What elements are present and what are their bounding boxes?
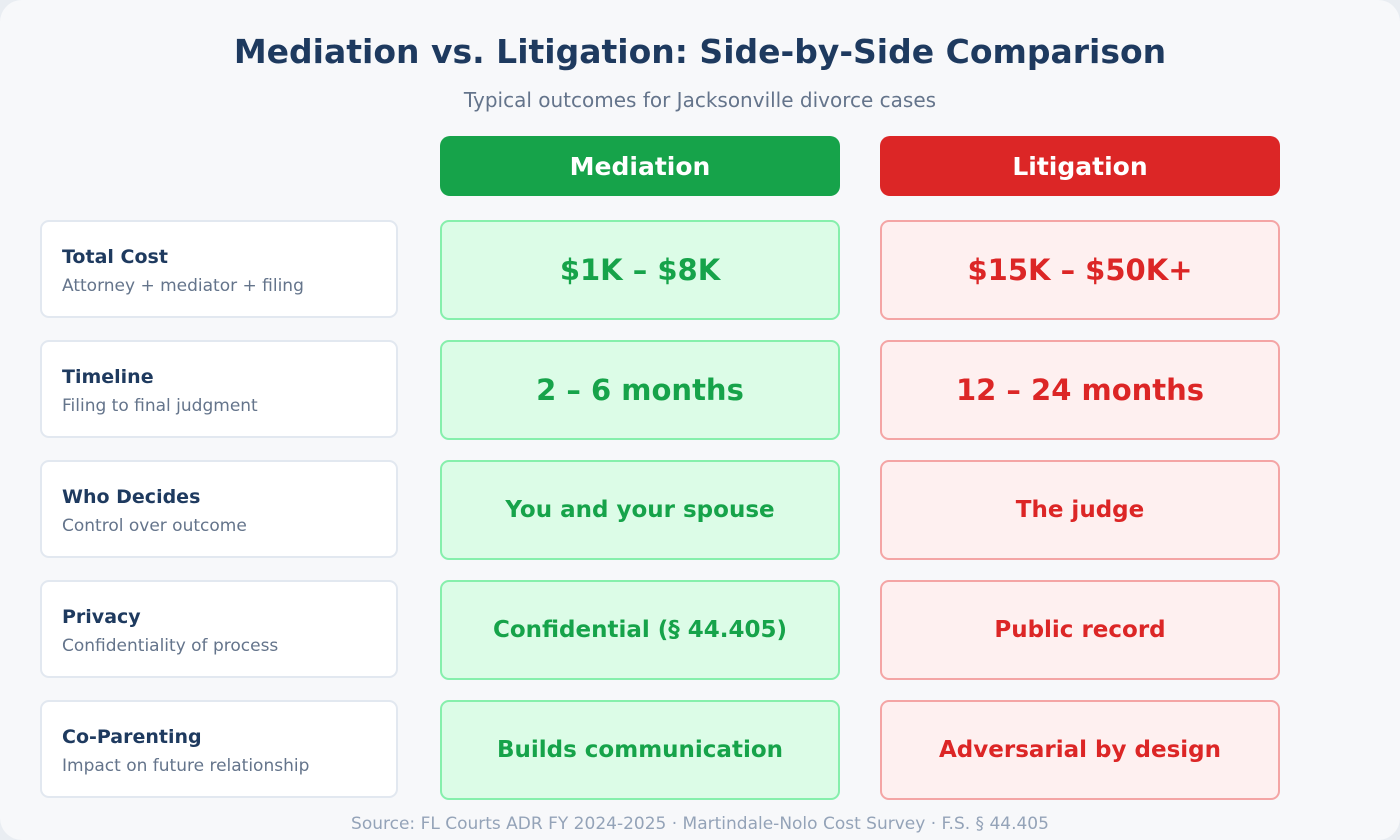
row-description: Control over outcome	[62, 516, 247, 536]
row-description: Filing to final judgment	[62, 396, 258, 416]
row-description: Attorney + mediator + filing	[62, 276, 304, 296]
row-label-card: Co-Parenting Impact on future relationshi…	[40, 700, 398, 798]
mediation-cell: Builds communication	[440, 700, 840, 800]
row-label: Privacy	[62, 606, 141, 628]
row-label-card: Timeline Filing to final judgment	[40, 340, 398, 438]
row-description: Confidentiality of process	[62, 636, 279, 656]
row-label: Total Cost	[62, 246, 168, 268]
row-label-card: Privacy Confidentiality of process	[40, 580, 398, 678]
litigation-cell: Adversarial by design	[880, 700, 1280, 800]
row-label-card: Total Cost Attorney + mediator + filing	[40, 220, 398, 318]
subtitle: Typical outcomes for Jacksonville divorc…	[463, 88, 937, 112]
litigation-cell: The judge	[880, 460, 1280, 560]
column-header: Litigation	[880, 136, 1280, 196]
mediation-cell: You and your spouse	[440, 460, 840, 560]
mediation-cell: Confidential (§ 44.405)	[440, 580, 840, 680]
row-description: Impact on future relationship	[62, 756, 310, 776]
mediation-cell: $1K – $8K	[440, 220, 840, 320]
source: Source: FL Courts ADR FY 2024-2025 · Mar…	[351, 814, 1049, 834]
title: Mediation vs. Litigation: Side-by-Side C…	[233, 32, 1167, 71]
litigation-cell: Public record	[880, 580, 1280, 680]
litigation-cell: 12 – 24 months	[880, 340, 1280, 440]
litigation-cell: $15K – $50K+	[880, 220, 1280, 320]
row-label: Timeline	[62, 366, 154, 388]
row-label: Who Decides	[62, 486, 201, 508]
mediation-cell: 2 – 6 months	[440, 340, 840, 440]
column-header: Mediation	[440, 136, 840, 196]
row-label-card: Who Decides Control over outcome	[40, 460, 398, 558]
row-label: Co-Parenting	[62, 726, 202, 748]
